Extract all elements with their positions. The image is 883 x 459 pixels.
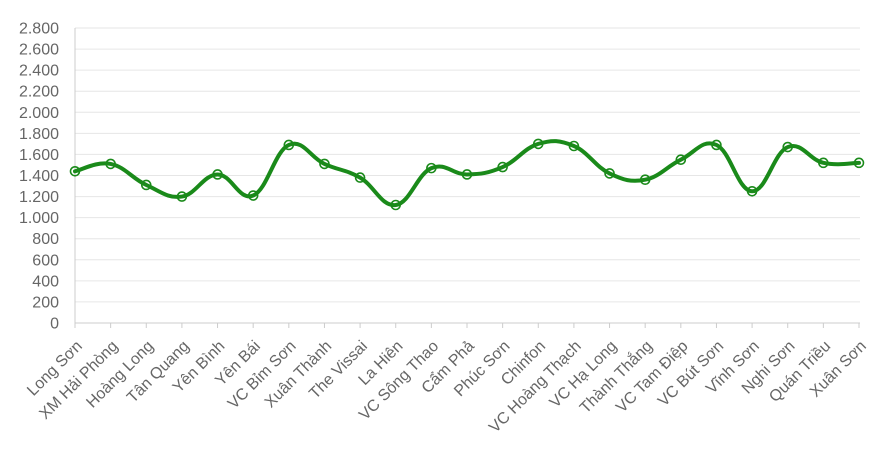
data-point[interactable]	[675, 154, 687, 165]
data-point[interactable]	[497, 161, 508, 173]
data-point[interactable]	[532, 138, 544, 150]
y-tick-label: 600	[32, 252, 59, 269]
series-layer	[73, 139, 861, 208]
data-point[interactable]	[283, 139, 295, 151]
data-point[interactable]	[140, 179, 152, 191]
data-point[interactable]	[818, 157, 829, 169]
y-tick-label: 1.200	[19, 189, 59, 206]
data-point[interactable]	[319, 158, 330, 170]
y-tick-label: 2.400	[19, 63, 59, 80]
y-tick-label: 1.600	[19, 147, 59, 164]
data-point[interactable]	[176, 191, 188, 202]
grid-layer	[75, 27, 860, 303]
y-tick-label: 2.000	[19, 105, 59, 122]
data-point[interactable]	[461, 169, 473, 180]
y-axis-tick-labels: 0 200 400 600 800 1.000 1.200 1.400 1.600 1.800 2.…	[19, 21, 59, 333]
y-tick-label: 2.600	[19, 42, 59, 59]
data-point[interactable]	[212, 169, 223, 180]
data-point[interactable]	[69, 165, 81, 177]
y-tick-label: 400	[32, 273, 59, 290]
data-point[interactable]	[247, 190, 259, 201]
data-point[interactable]	[426, 162, 437, 174]
data-point[interactable]	[390, 199, 402, 211]
y-tick-label: 0	[50, 316, 59, 333]
y-tick-label: 1.400	[19, 168, 59, 185]
y-tick-label: 2.800	[19, 21, 59, 38]
data-point[interactable]	[604, 168, 615, 179]
series-line	[73, 139, 861, 208]
y-tick-label: 1.800	[19, 126, 59, 143]
axis-layer	[74, 28, 860, 328]
y-tick-label: 200	[32, 294, 59, 311]
data-point[interactable]	[853, 157, 865, 169]
data-point[interactable]	[105, 158, 116, 170]
data-point[interactable]	[711, 139, 722, 151]
data-points	[69, 138, 865, 211]
data-point[interactable]	[568, 140, 580, 152]
y-tick-label: 1.000	[19, 210, 59, 227]
data-point[interactable]	[639, 174, 651, 186]
y-tick-label: 800	[32, 231, 59, 248]
data-point[interactable]	[746, 186, 758, 197]
data-point[interactable]	[354, 172, 366, 183]
data-point[interactable]	[782, 141, 794, 153]
y-tick-label: 2.200	[19, 84, 59, 101]
